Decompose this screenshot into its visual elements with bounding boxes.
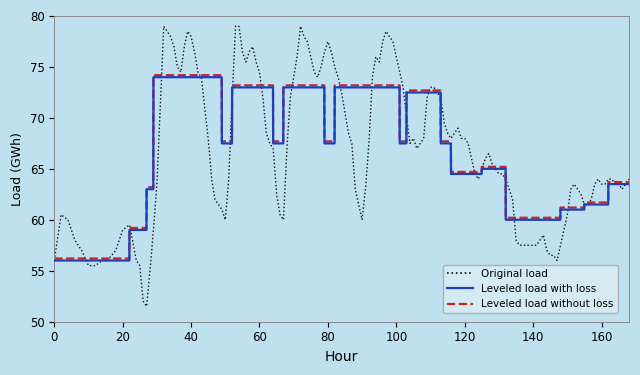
Original load [612,182,620,186]
Leveled load without loss [97,256,104,261]
Leveled load with loss [612,182,620,186]
Leveled load with loss [51,258,58,263]
Original load [246,49,253,54]
Line: Original load: Original load [54,26,629,306]
Original load [51,258,58,263]
Leveled load with loss [246,85,253,90]
Leveled load without loss [334,83,342,88]
Leveled load with loss [150,75,157,80]
Leveled load with loss [243,85,251,90]
Leveled load without loss [243,83,251,88]
Original load [97,259,104,264]
Leveled load without loss [246,83,253,88]
Original load [334,74,342,78]
Original load [160,24,168,28]
Leveled load with loss [334,85,342,90]
X-axis label: Hour: Hour [325,350,358,364]
Line: Leveled load without loss: Leveled load without loss [54,75,629,258]
Legend: Original load, Leveled load with loss, Leveled load without loss: Original load, Leveled load with loss, L… [443,265,618,314]
Original load [625,177,633,181]
Leveled load without loss [625,180,633,184]
Leveled load without loss [51,256,58,261]
Y-axis label: Load (GWh): Load (GWh) [11,132,24,206]
Leveled load with loss [97,258,104,263]
Original load [243,56,251,61]
Leveled load without loss [612,180,620,184]
Leveled load with loss [625,182,633,186]
Leveled load without loss [150,73,157,77]
Line: Leveled load with loss: Leveled load with loss [54,77,629,261]
Leveled load without loss [397,139,404,144]
Original load [397,75,404,80]
Leveled load with loss [397,141,404,146]
Original load [143,304,150,309]
